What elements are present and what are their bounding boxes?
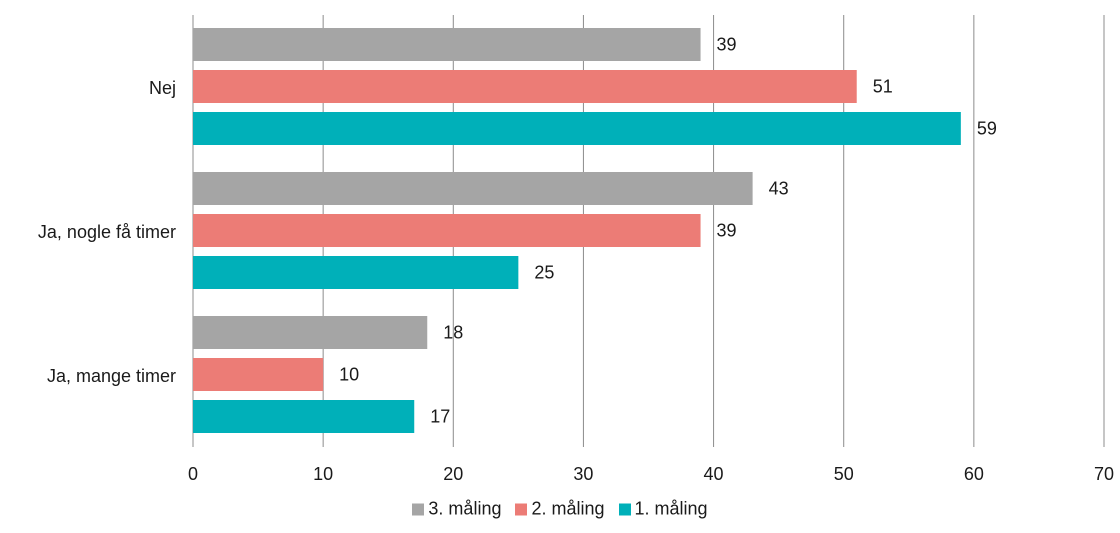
legend-label: 1. måling	[634, 498, 708, 519]
x-tick-label: 20	[443, 464, 463, 484]
x-tick-label: 30	[573, 464, 593, 484]
bar	[193, 70, 857, 103]
category-label: Ja, mange timer	[47, 366, 176, 386]
x-tick-label: 10	[313, 464, 333, 484]
data-label: 39	[717, 221, 737, 241]
data-label: 10	[339, 365, 359, 385]
bar	[193, 28, 701, 61]
bar	[193, 214, 701, 247]
x-tick-label: 50	[834, 464, 854, 484]
legend-item-2-maling: 2. måling	[515, 498, 605, 520]
bar	[193, 172, 753, 205]
legend-item-1-maling: 1. måling	[618, 498, 708, 520]
x-tick-label: 60	[964, 464, 984, 484]
data-label: 59	[977, 119, 997, 139]
data-label: 17	[430, 407, 450, 427]
bar	[193, 256, 519, 289]
legend-item-3-maling: 3. måling	[412, 499, 501, 520]
x-tick-label: 40	[704, 464, 724, 484]
legend-label: 3. måling	[428, 498, 502, 519]
legend-swatch	[618, 503, 631, 515]
data-label: 43	[769, 179, 789, 199]
legend-swatch	[412, 503, 425, 515]
bar	[193, 112, 961, 145]
legend: 3. måling 2. måling 1. måling	[0, 499, 1120, 520]
x-tick-label: 70	[1094, 464, 1114, 484]
x-tick-label: 0	[188, 464, 198, 484]
category-label: Ja, nogle få timer	[38, 222, 176, 242]
category-label: Nej	[149, 78, 176, 98]
bar	[193, 358, 324, 391]
legend-swatch	[515, 503, 528, 515]
legend-label: 2. måling	[531, 498, 605, 519]
data-label: 25	[534, 263, 554, 283]
bar	[193, 400, 415, 433]
data-label: 51	[873, 77, 893, 97]
bar	[193, 316, 428, 349]
data-label: 18	[443, 323, 463, 343]
data-label: 39	[717, 35, 737, 55]
